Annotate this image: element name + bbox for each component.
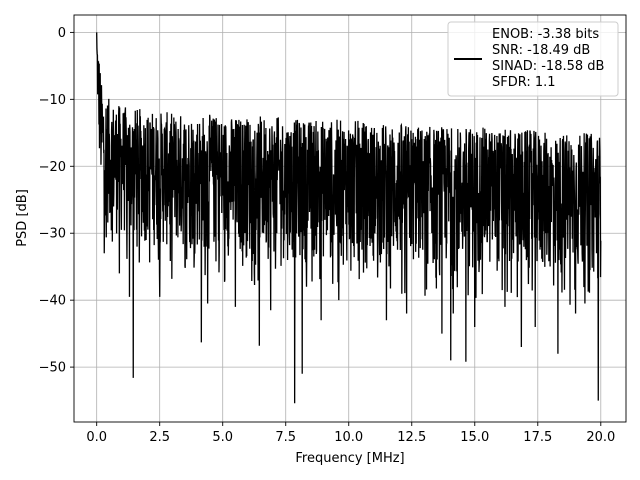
y-axis-ticks: 0 −10 −20 −30 −40 −50	[39, 26, 74, 376]
y-tick-label: −30	[39, 227, 66, 242]
legend-line-snr: SNR: -18.49 dB	[492, 43, 590, 58]
x-tick-label: 15.0	[460, 430, 489, 445]
x-tick-label: 0.0	[86, 430, 107, 445]
y-tick-label: −20	[39, 160, 66, 175]
y-tick-label: −50	[39, 361, 66, 376]
x-tick-label: 7.5	[275, 430, 296, 445]
legend: ENOB: -3.38 bits SNR: -18.49 dB SINAD: -…	[447, 21, 619, 97]
legend-line-enob: ENOB: -3.38 bits	[492, 27, 599, 42]
x-tick-label: 2.5	[149, 430, 170, 445]
y-tick-label: −40	[39, 294, 66, 309]
plot-area	[96, 32, 602, 404]
x-axis-label: Frequency [MHz]	[295, 451, 404, 466]
x-tick-label: 17.5	[523, 430, 552, 445]
y-tick-label: 0	[58, 26, 66, 41]
legend-box	[447, 21, 619, 97]
x-axis-ticks: 0.0 2.5 5.0 7.5 10.0 12.5 15.0 17.5 20.0	[86, 422, 615, 445]
psd-series-line	[96, 32, 602, 404]
y-axis-label: PSD [dB]	[15, 189, 30, 247]
x-tick-label: 10.0	[334, 430, 363, 445]
legend-line-sinad: SINAD: -18.58 dB	[492, 59, 604, 74]
x-tick-label: 20.0	[586, 430, 615, 445]
x-tick-label: 12.5	[397, 430, 426, 445]
legend-line-sfdr: SFDR: 1.1	[492, 75, 556, 90]
y-tick-label: −10	[39, 93, 66, 108]
axes-frame	[73, 14, 627, 423]
x-tick-label: 5.0	[212, 430, 233, 445]
